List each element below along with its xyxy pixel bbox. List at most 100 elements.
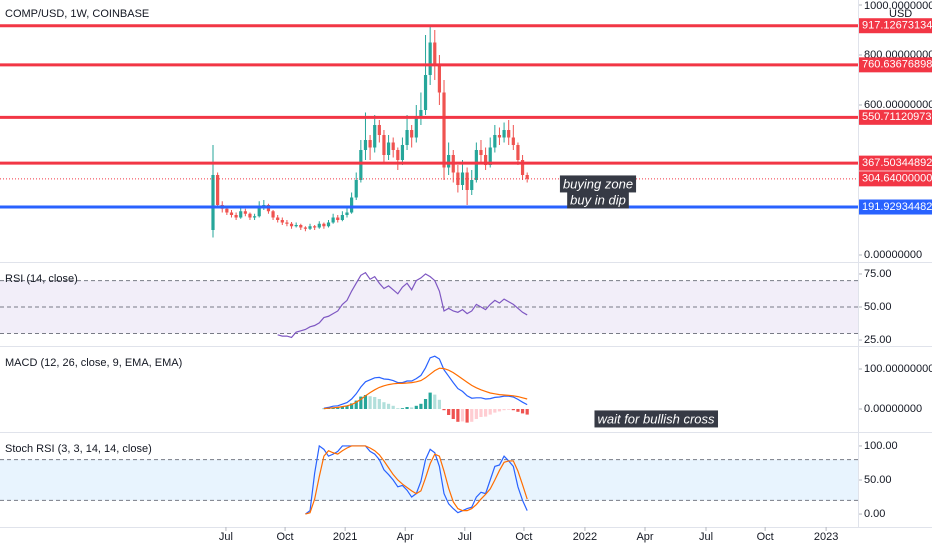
x-tick-label: 2022	[573, 531, 597, 543]
candle-body	[289, 223, 294, 227]
x-tick-label: Apr	[397, 531, 414, 543]
histogram-bar	[474, 409, 478, 419]
candle-body	[382, 135, 386, 155]
candle-body	[313, 226, 317, 228]
candle-body	[363, 140, 368, 150]
candle-body	[340, 215, 344, 220]
histogram-bar	[322, 408, 326, 410]
series-line	[305, 445, 528, 515]
annotation-box	[594, 410, 719, 428]
candle-body	[386, 142, 391, 155]
histogram-bar	[368, 396, 372, 409]
series-line	[323, 367, 528, 410]
candle-body	[511, 137, 515, 145]
candle-body	[410, 130, 414, 138]
histogram-bar	[419, 403, 423, 409]
histogram-bar	[456, 409, 460, 422]
x-tick-label: 2021	[333, 531, 357, 543]
x-tick-label: 2023	[814, 531, 838, 543]
histogram-bar	[391, 405, 395, 409]
annotation: buying zone	[563, 176, 633, 191]
x-tick-label: Oct	[277, 531, 294, 543]
histogram-bar	[507, 409, 511, 410]
series-line	[277, 271, 528, 339]
y-tick-label: 100.00	[864, 440, 898, 452]
histogram-bar	[483, 409, 488, 417]
x-tick-label: Apr	[636, 531, 653, 543]
price-tag	[858, 18, 932, 34]
candle-body	[350, 197, 354, 213]
candle-body	[470, 180, 474, 190]
candle-body	[400, 145, 405, 160]
price-tag-label: 304.64000000	[862, 173, 932, 185]
x-tick-label: Oct	[757, 531, 774, 543]
price-tag-label: 760.63676898	[862, 59, 932, 71]
price-tag	[858, 57, 932, 73]
candle-body	[331, 217, 335, 223]
candle-body	[377, 125, 381, 135]
price-tag	[858, 155, 932, 171]
histogram-bar	[502, 409, 506, 411]
chart-title: COMP/USD, 1W, COINBASE	[5, 8, 149, 20]
y-tick-label: 0.00	[864, 508, 885, 520]
candle-body	[211, 175, 215, 230]
candle-body	[317, 223, 321, 228]
histogram-bar	[520, 409, 525, 414]
pane	[0, 271, 858, 339]
y-tick-label: 0.00000000	[864, 403, 922, 415]
candle-body	[433, 42, 437, 65]
candle-body	[299, 225, 303, 228]
histogram-bar	[414, 405, 418, 409]
candle-body	[442, 92, 446, 168]
candle-body	[322, 223, 326, 227]
candle-body	[336, 217, 340, 220]
histogram-bar	[377, 399, 381, 409]
candle-body	[276, 217, 280, 220]
unit-label: USD	[889, 8, 912, 20]
x-tick-label: Jul	[458, 531, 472, 543]
candle-body	[257, 207, 261, 217]
annotation-box	[567, 191, 629, 209]
candle-body	[373, 125, 377, 148]
histogram-bar	[336, 407, 340, 409]
histogram-bar	[386, 403, 391, 409]
histogram-bar	[479, 409, 483, 417]
candle-body	[437, 65, 441, 93]
price-tag	[858, 171, 932, 187]
candle-body	[488, 147, 492, 165]
histogram-bar	[488, 409, 492, 415]
candle-body	[447, 155, 451, 168]
candle-body	[396, 150, 400, 160]
candle-body	[414, 117, 418, 138]
candle-body	[405, 130, 409, 145]
y-tick-label: 25.00	[864, 334, 892, 346]
candle-body	[502, 130, 506, 138]
histogram-bar	[354, 400, 358, 409]
histogram-bar	[405, 407, 409, 409]
candle-body	[507, 130, 511, 138]
candle-body	[229, 212, 234, 215]
candle-body	[271, 211, 275, 218]
candle-body	[354, 180, 358, 198]
candle-body	[520, 160, 525, 175]
histogram-bar	[460, 409, 465, 422]
price-tag-label: 367.50344892	[862, 157, 932, 169]
histogram-bar	[340, 406, 344, 409]
y-tick-label: 1000.00000000	[864, 0, 932, 12]
histogram-bar	[423, 399, 428, 409]
series-line	[323, 355, 528, 409]
candle-body	[345, 212, 349, 215]
candle-body	[239, 211, 243, 218]
histogram-bar	[447, 409, 451, 415]
histogram-bar	[525, 409, 529, 415]
x-tick-label: Oct	[515, 531, 532, 543]
histogram-bar	[396, 408, 400, 409]
candle-body	[243, 211, 247, 214]
candle-body	[456, 172, 460, 185]
candle-body	[308, 226, 312, 229]
histogram-bar	[400, 408, 405, 409]
annotation: buy in dip	[570, 192, 626, 207]
annotation-box	[559, 175, 637, 193]
x-tick-label: Jul	[699, 531, 713, 543]
